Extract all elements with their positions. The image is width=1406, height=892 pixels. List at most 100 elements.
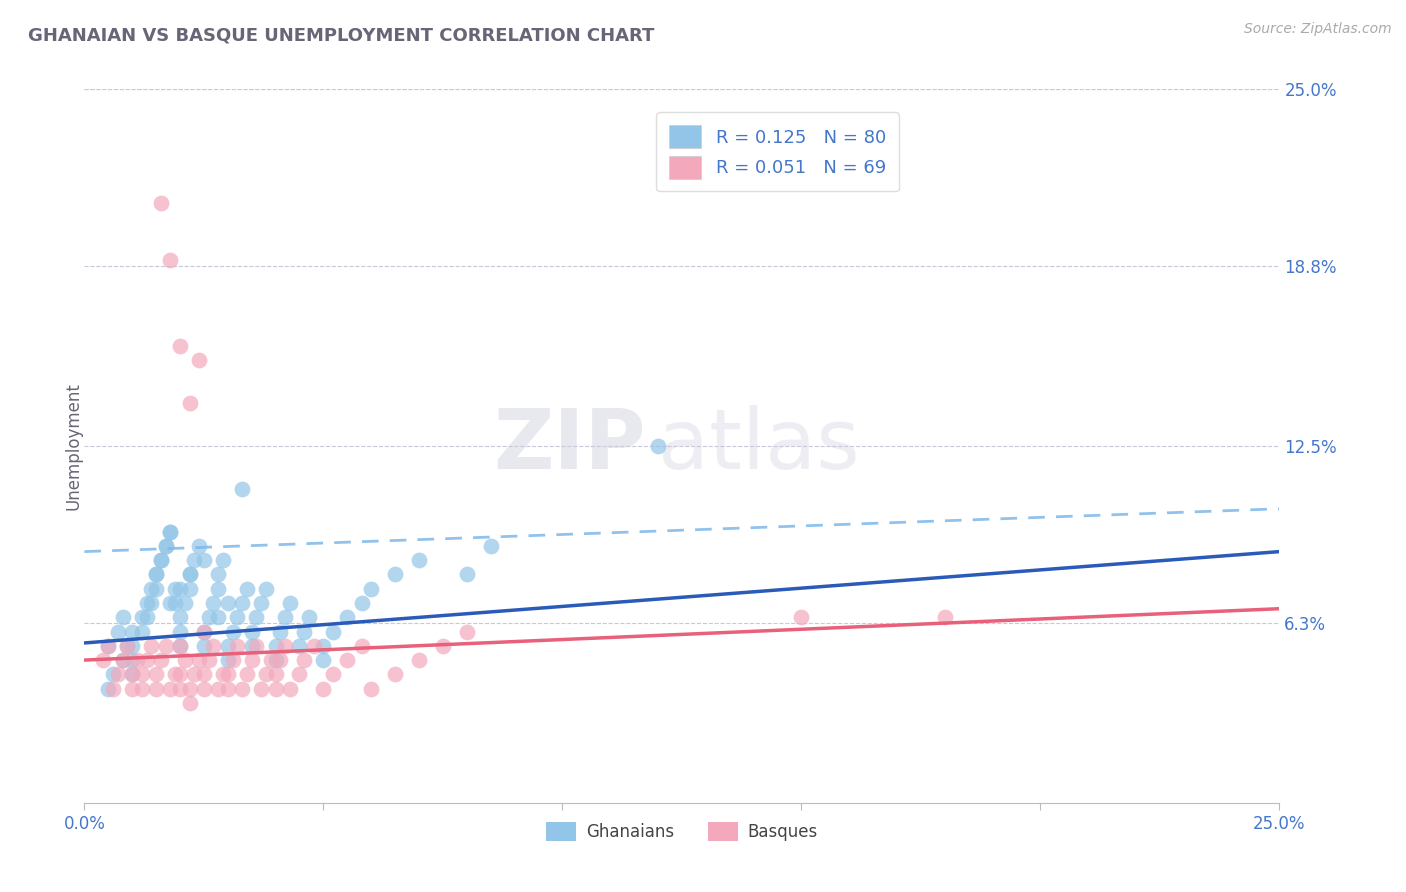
Point [278,596,301,610]
Point [312,653,335,667]
Point [292,653,315,667]
Point [197,610,219,624]
Point [360,582,382,596]
Point [264,639,287,653]
Point [159,524,181,539]
Point [207,610,229,624]
Point [322,667,344,681]
Point [131,667,153,681]
Point [169,667,191,681]
Point [790,610,813,624]
Point [111,653,134,667]
Legend: Ghanaians, Basques: Ghanaians, Basques [540,815,824,848]
Point [169,582,191,596]
Point [264,653,287,667]
Point [231,681,253,696]
Point [121,639,143,653]
Point [97,639,120,653]
Point [336,653,359,667]
Point [173,653,195,667]
Point [169,624,191,639]
Point [179,567,201,582]
Point [197,653,219,667]
Point [384,567,406,582]
Point [312,639,335,653]
Point [179,567,201,582]
Point [212,553,235,567]
Point [269,624,291,639]
Point [479,539,502,553]
Point [212,667,235,681]
Point [193,624,215,639]
Point [193,667,215,681]
Point [165,582,187,596]
Point [350,639,373,653]
Point [236,667,259,681]
Point [121,624,143,639]
Point [245,610,267,624]
Point [121,667,143,681]
Point [217,596,239,610]
Point [131,610,153,624]
Point [169,639,191,653]
Point [107,667,129,681]
Point [183,667,205,681]
Point [155,639,177,653]
Point [135,596,157,610]
Point [125,653,148,667]
Point [207,582,229,596]
Point [165,667,187,681]
Point [217,639,239,653]
Point [155,539,177,553]
Point [202,639,225,653]
Point [292,624,315,639]
Point [250,596,273,610]
Point [183,553,205,567]
Point [93,653,115,667]
Point [111,610,134,624]
Point [236,582,259,596]
Point [360,681,382,696]
Point [217,653,239,667]
Point [193,624,215,639]
Point [188,539,211,553]
Point [350,596,373,610]
Point [145,667,167,681]
Point [302,639,325,653]
Point [179,696,201,710]
Point [97,639,120,653]
Point [250,681,273,696]
Point [141,582,163,596]
Point [226,639,249,653]
Point [131,681,153,696]
Point [179,582,201,596]
Point [231,596,253,610]
Point [245,639,267,653]
Point [274,639,297,653]
Point [159,681,181,696]
Point [254,667,277,681]
Point [111,653,134,667]
Point [145,681,167,696]
Text: ZIP: ZIP [494,406,647,486]
Point [288,639,311,653]
Text: Source: ZipAtlas.com: Source: ZipAtlas.com [1244,22,1392,37]
Text: GHANAIAN VS BASQUE UNEMPLOYMENT CORRELATION CHART: GHANAIAN VS BASQUE UNEMPLOYMENT CORRELAT… [28,27,655,45]
Point [135,610,157,624]
Point [260,653,283,667]
Point [264,667,287,681]
Point [264,681,287,696]
Point [159,596,181,610]
Point [226,610,249,624]
Point [188,653,211,667]
Point [217,667,239,681]
Point [408,553,430,567]
Point [934,610,956,624]
Point [135,653,157,667]
Point [145,567,167,582]
Point [312,681,335,696]
Point [149,196,172,211]
Point [384,667,406,681]
Point [322,624,344,639]
Y-axis label: Unemployment: Unemployment [65,382,82,510]
